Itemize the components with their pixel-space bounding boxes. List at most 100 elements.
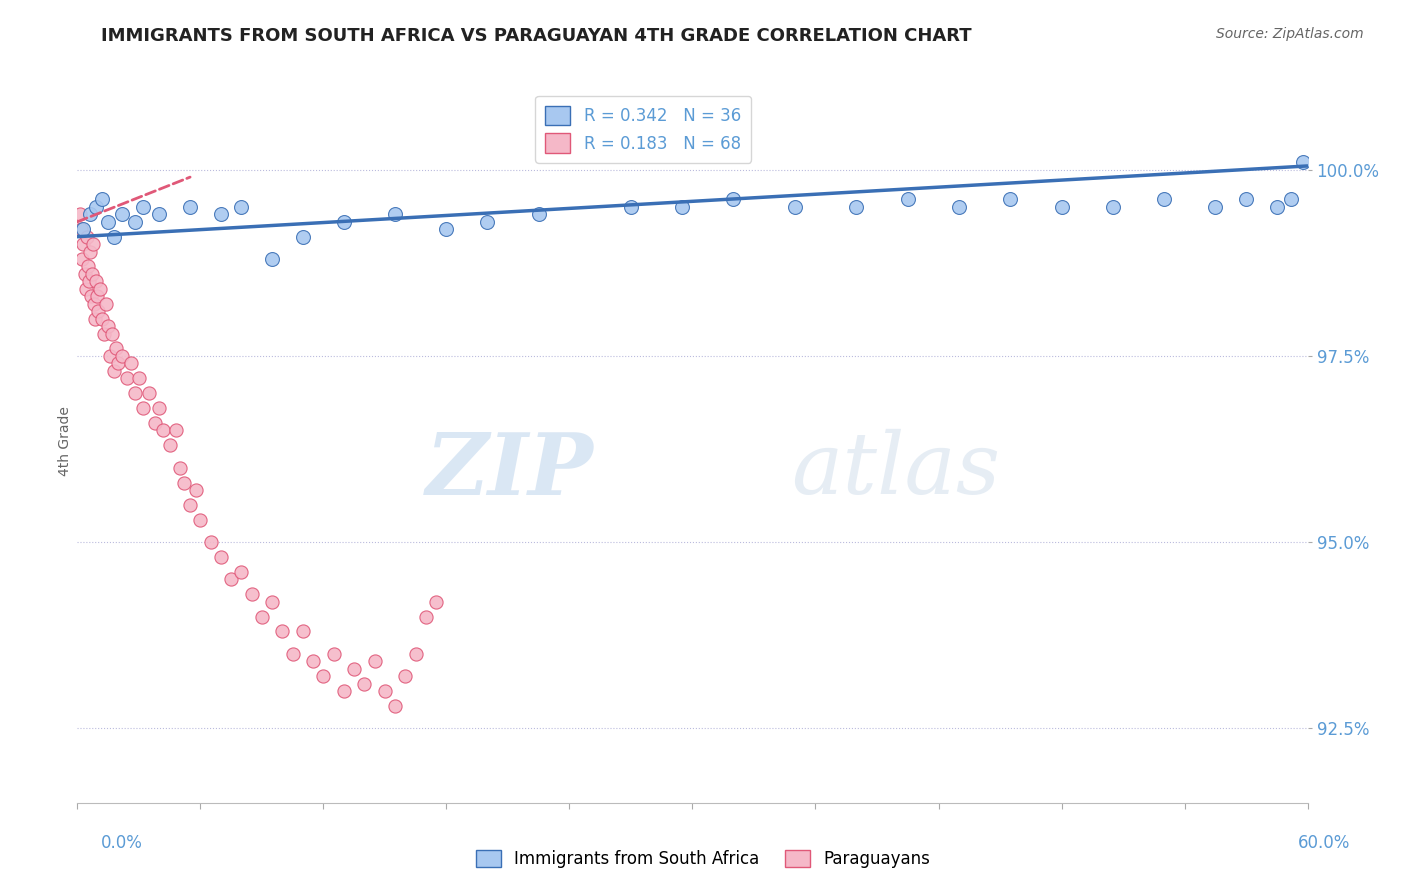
Point: [291, 229, 314, 244]
Point: [425, 595, 447, 609]
Point: [186, 483, 208, 497]
Point: [374, 684, 396, 698]
Point: [120, 356, 142, 370]
Point: [302, 654, 325, 668]
Point: [148, 207, 170, 221]
Point: [143, 416, 166, 430]
Point: [1265, 200, 1288, 214]
Point: [69, 207, 91, 221]
Point: [124, 386, 146, 401]
Point: [80, 267, 103, 281]
Point: [384, 698, 406, 713]
Point: [527, 207, 550, 221]
Point: [231, 565, 253, 579]
Point: [93, 326, 115, 341]
Point: [111, 207, 134, 221]
Point: [200, 535, 222, 549]
Point: [128, 371, 150, 385]
Point: [240, 587, 263, 601]
Point: [415, 609, 437, 624]
Point: [148, 401, 170, 415]
Point: [83, 311, 105, 326]
Point: [97, 319, 120, 334]
Point: [86, 289, 108, 303]
Text: IMMIGRANTS FROM SOUTH AFRICA VS PARAGUAYAN 4TH GRADE CORRELATION CHART: IMMIGRANTS FROM SOUTH AFRICA VS PARAGUAY…: [101, 27, 972, 45]
Point: [1153, 193, 1175, 207]
Point: [1000, 193, 1022, 207]
Text: atlas: atlas: [792, 429, 1000, 512]
Point: [84, 200, 107, 214]
Point: [79, 207, 101, 221]
Point: [111, 349, 134, 363]
Point: [291, 624, 314, 639]
Point: [159, 438, 181, 452]
Point: [1292, 155, 1315, 169]
Point: [72, 222, 94, 236]
Point: [620, 200, 643, 214]
Point: [322, 647, 344, 661]
Point: [281, 647, 304, 661]
Point: [723, 193, 745, 207]
Point: [477, 215, 499, 229]
Point: [90, 311, 114, 326]
Point: [312, 669, 335, 683]
Point: [783, 200, 806, 214]
Point: [436, 222, 458, 236]
Point: [75, 282, 97, 296]
Point: [333, 215, 356, 229]
Point: [209, 207, 232, 221]
Point: [384, 207, 406, 221]
Point: [165, 423, 187, 437]
Point: [1101, 200, 1123, 214]
Point: [271, 624, 294, 639]
Text: 0.0%: 0.0%: [101, 834, 143, 852]
Point: [845, 200, 868, 214]
Point: [179, 498, 201, 512]
Point: [353, 676, 375, 690]
Point: [103, 229, 125, 244]
Point: [107, 356, 129, 370]
Point: [124, 215, 146, 229]
Point: [219, 572, 242, 586]
Point: [105, 342, 128, 356]
Y-axis label: 4th Grade: 4th Grade: [58, 407, 72, 476]
Text: 60.0%: 60.0%: [1298, 834, 1350, 852]
Point: [70, 222, 93, 236]
Point: [82, 237, 104, 252]
Point: [84, 274, 107, 288]
Point: [262, 252, 284, 266]
Point: [173, 475, 195, 490]
Point: [948, 200, 970, 214]
Point: [72, 252, 94, 266]
Point: [103, 364, 125, 378]
Point: [671, 200, 693, 214]
Point: [79, 289, 101, 303]
Point: [76, 229, 98, 244]
Point: [115, 371, 138, 385]
Point: [188, 513, 212, 527]
Point: [87, 304, 110, 318]
Point: [132, 401, 155, 415]
Point: [250, 609, 273, 624]
Point: [1279, 193, 1302, 207]
Legend: Immigrants from South Africa, Paraguayans: Immigrants from South Africa, Paraguayan…: [470, 843, 936, 875]
Point: [79, 244, 101, 259]
Point: [101, 326, 124, 341]
Point: [262, 595, 284, 609]
Legend: R = 0.342   N = 36, R = 0.183   N = 68: R = 0.342 N = 36, R = 0.183 N = 68: [536, 95, 751, 162]
Point: [333, 684, 356, 698]
Point: [72, 237, 94, 252]
Point: [98, 349, 121, 363]
Point: [89, 282, 111, 296]
Point: [1050, 200, 1073, 214]
Point: [76, 260, 98, 274]
Point: [209, 549, 232, 564]
Point: [1204, 200, 1226, 214]
Text: Source: ZipAtlas.com: Source: ZipAtlas.com: [1216, 27, 1364, 41]
Point: [169, 460, 191, 475]
Point: [152, 423, 174, 437]
Point: [138, 386, 160, 401]
Point: [1234, 193, 1257, 207]
Point: [132, 200, 155, 214]
Point: [90, 193, 114, 207]
